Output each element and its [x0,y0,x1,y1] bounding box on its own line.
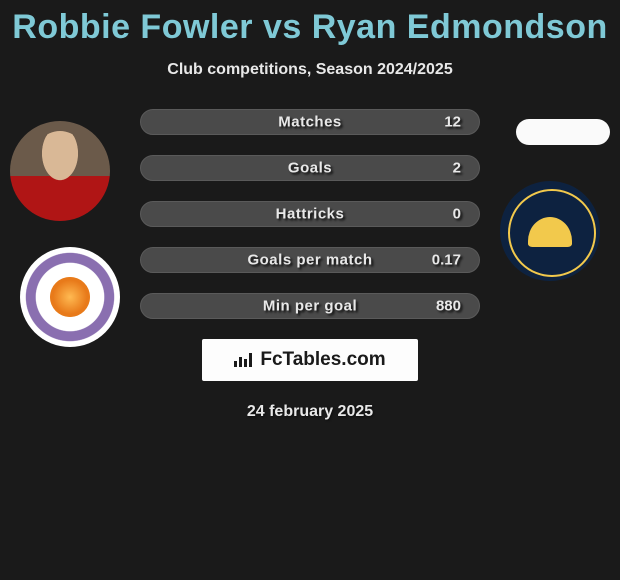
stat-label: Matches [278,114,342,131]
stat-bar: Hattricks 0 [140,201,480,227]
date-label: 24 february 2025 [0,403,620,421]
stat-value: 880 [436,298,461,315]
player-right-avatar [516,119,610,145]
subtitle: Club competitions, Season 2024/2025 [0,61,620,79]
stat-label: Goals per match [247,252,372,269]
stat-label: Goals [288,160,332,177]
stat-value: 0 [453,206,461,223]
club-right-badge [500,181,600,281]
page-title: Robbie Fowler vs Ryan Edmondson [0,0,620,47]
club-left-badge [20,247,120,347]
stat-value: 12 [444,114,461,131]
stat-label: Min per goal [263,298,357,315]
stat-bars: Matches 12 Goals 2 Hattricks 0 Goals per… [140,109,480,319]
stat-value: 2 [453,160,461,177]
branding-badge: FcTables.com [202,339,418,381]
chart-icon [234,353,252,367]
comparison-panel: Matches 12 Goals 2 Hattricks 0 Goals per… [0,109,620,421]
player-left-avatar [10,121,110,221]
stat-bar: Goals per match 0.17 [140,247,480,273]
stat-bar: Min per goal 880 [140,293,480,319]
stat-bar: Matches 12 [140,109,480,135]
stat-bar: Goals 2 [140,155,480,181]
stat-value: 0.17 [432,252,461,269]
branding-text: FcTables.com [260,349,385,371]
stat-label: Hattricks [276,206,345,223]
